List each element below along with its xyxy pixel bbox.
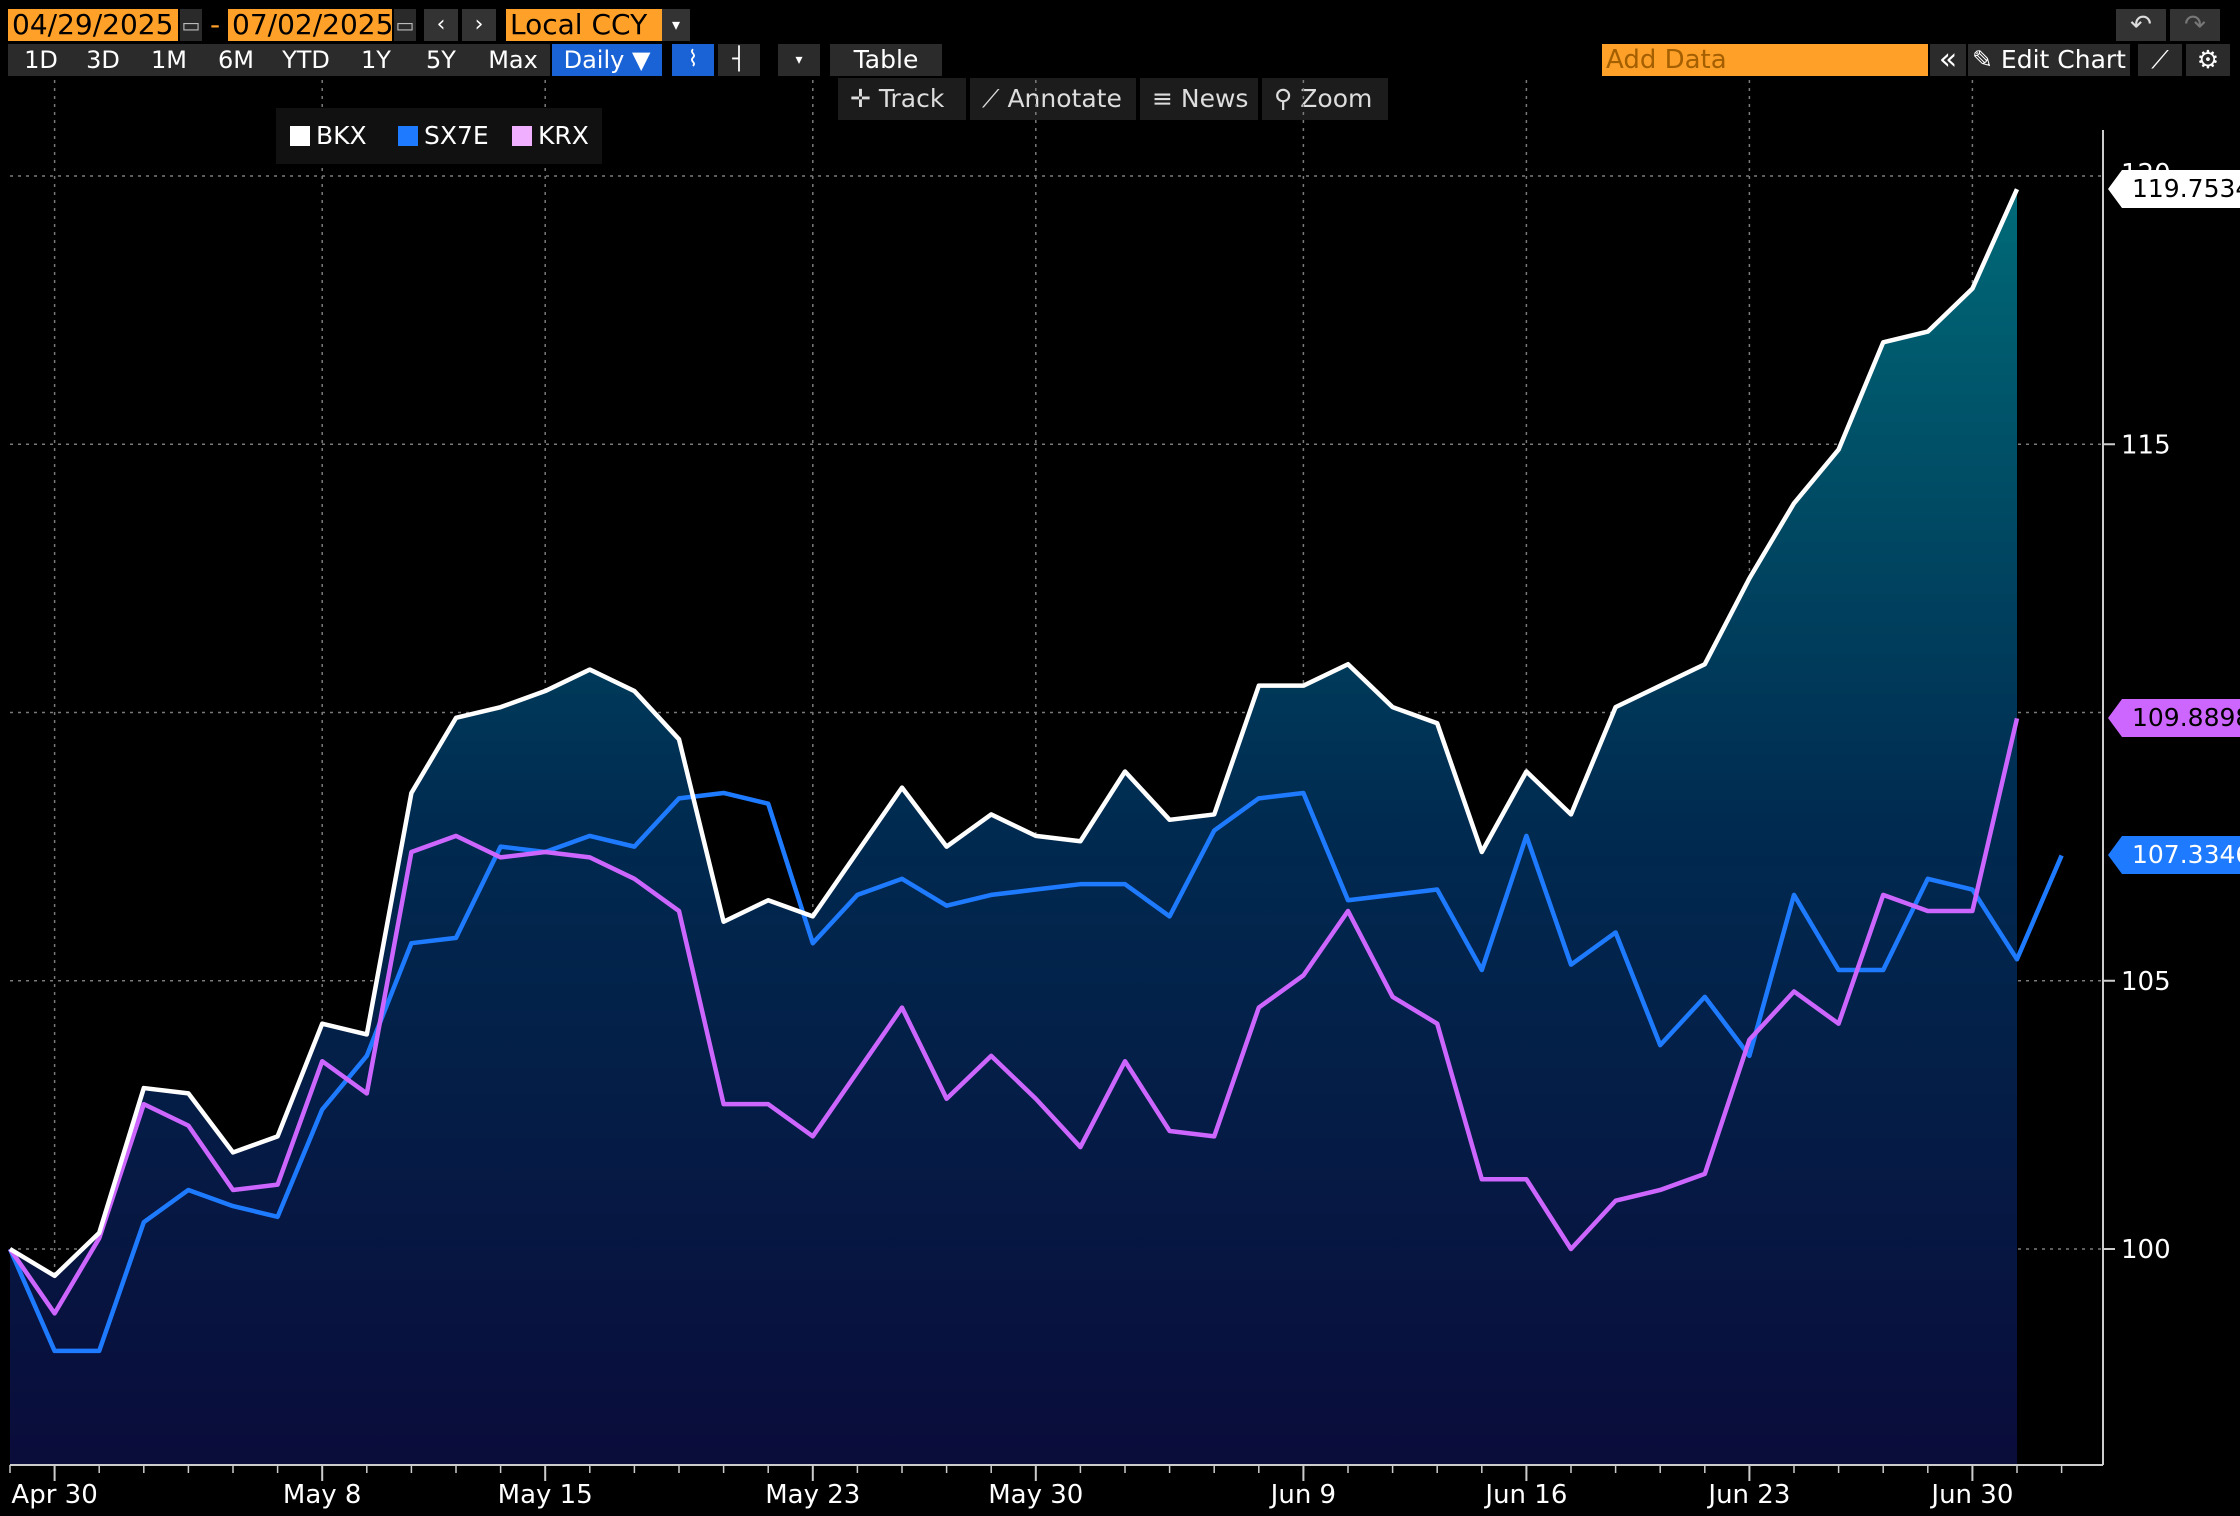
period-1d[interactable]: 1D xyxy=(8,44,74,76)
track-tool[interactable]: ✛ Track xyxy=(838,78,966,120)
end-calendar-icon[interactable]: ▭ xyxy=(394,9,416,41)
zoom-tool[interactable]: ⚲ Zoom xyxy=(1262,78,1388,120)
x-tick-label: Jun 16 xyxy=(1483,1480,1567,1510)
legend-swatch-krx xyxy=(512,126,532,146)
redo-icon[interactable]: ↷ xyxy=(2170,9,2220,41)
sx7e-value-tag: 107.3346 xyxy=(2107,836,2240,875)
series-line-bkx[interactable] xyxy=(8,188,2020,1279)
news-icon: ≡ xyxy=(1152,84,1181,113)
date-separator: - xyxy=(210,8,221,41)
legend-swatch-bkx xyxy=(290,126,310,146)
chart-type-chevron-down-icon[interactable]: ▾ xyxy=(778,44,820,76)
start-date-field[interactable]: 04/29/2025 xyxy=(8,9,178,41)
x-tick-label: May 23 xyxy=(765,1480,860,1510)
pencil-icon: ✎ xyxy=(1972,45,2001,74)
news-label: News xyxy=(1180,84,1249,113)
next-period-icon[interactable]: › xyxy=(462,9,496,41)
edit-chart-label: Edit Chart xyxy=(2000,45,2126,74)
legend-label-bkx[interactable]: BKX xyxy=(316,121,367,150)
toolbar-row-periods: 1D 3D 1M 6M YTD 1Y 5Y Max Daily ▼ ⌇ ┤ ▾ … xyxy=(0,44,2240,78)
top-toolbar: 04/29/2025 ▭ - 07/02/2025 ▭ ‹ › Local CC… xyxy=(0,0,2240,80)
bar-chart-icon[interactable]: ┤ xyxy=(718,44,760,76)
period-1m[interactable]: 1M xyxy=(132,44,206,76)
x-tick-label: Apr 30 xyxy=(11,1480,97,1510)
period-6m[interactable]: 6M xyxy=(206,44,266,76)
start-calendar-icon[interactable]: ▭ xyxy=(180,9,202,41)
line-chart-icon[interactable]: ⌇ xyxy=(672,44,714,76)
x-tick-label: Jun 23 xyxy=(1706,1480,1790,1510)
frequency-select[interactable]: Daily ▼ xyxy=(552,44,662,76)
magnifier-icon: ⚲ xyxy=(1274,84,1301,113)
x-tick-label: May 15 xyxy=(498,1480,593,1510)
crosshair-icon: ✛ xyxy=(850,84,879,113)
period-ytd[interactable]: YTD xyxy=(266,44,346,76)
y-tick-label: 115 xyxy=(2121,430,2171,460)
collapse-icon[interactable]: « xyxy=(1930,44,1966,76)
currency-select[interactable]: Local CCY xyxy=(506,9,662,41)
news-tool[interactable]: ≡ News xyxy=(1140,78,1258,120)
chart-settings-icon[interactable]: ⟋ xyxy=(2138,44,2182,76)
toolbar-row-dates: 04/29/2025 ▭ - 07/02/2025 ▭ ‹ › Local CC… xyxy=(0,6,2240,44)
x-tick-label: Jun 9 xyxy=(1269,1480,1336,1510)
x-tick-label: May 8 xyxy=(283,1480,362,1510)
annotate-icon: ⟋ xyxy=(982,84,1008,113)
period-max[interactable]: Max xyxy=(476,44,550,76)
end-date-field[interactable]: 07/02/2025 xyxy=(228,9,393,41)
legend-label-sx7e[interactable]: SX7E xyxy=(424,121,489,150)
add-data-input[interactable]: Add Data xyxy=(1602,44,1928,76)
series-lines xyxy=(7,188,2064,1354)
prev-period-icon[interactable]: ‹ xyxy=(424,9,458,41)
y-tick-label: 100 xyxy=(2121,1235,2171,1265)
series-line-sx7e[interactable] xyxy=(7,790,2064,1354)
annotate-tool[interactable]: ⟋ Annotate xyxy=(970,78,1136,120)
x-tick-label: May 30 xyxy=(988,1480,1083,1510)
edit-chart-button[interactable]: ✎ Edit Chart xyxy=(1968,44,2130,76)
undo-icon[interactable]: ↶ xyxy=(2116,9,2166,41)
x-year-label: 2025 xyxy=(1029,1514,1095,1516)
y-tick-label: 105 xyxy=(2121,967,2171,997)
period-5y[interactable]: 5Y xyxy=(406,44,476,76)
currency-chevron-down-icon[interactable]: ▾ xyxy=(662,9,690,41)
gear-icon[interactable]: ⚙ xyxy=(2186,44,2230,76)
annotate-label: Annotate xyxy=(1007,84,1122,113)
x-tick-label: Jun 30 xyxy=(1929,1480,2013,1510)
legend: BKX SX7E KRX xyxy=(276,108,602,164)
table-button[interactable]: Table xyxy=(830,44,942,76)
track-label: Track xyxy=(878,84,945,113)
krx-value-tag: 109.8898 xyxy=(2107,699,2240,738)
bkx-value-tag: 119.7534 xyxy=(2107,170,2240,209)
legend-swatch-sx7e xyxy=(398,126,418,146)
zoom-label: Zoom xyxy=(1300,84,1373,113)
series-line-krx[interactable] xyxy=(8,717,2020,1316)
period-1y[interactable]: 1Y xyxy=(346,44,406,76)
period-3d[interactable]: 3D xyxy=(74,44,132,76)
legend-label-krx[interactable]: KRX xyxy=(538,121,589,150)
